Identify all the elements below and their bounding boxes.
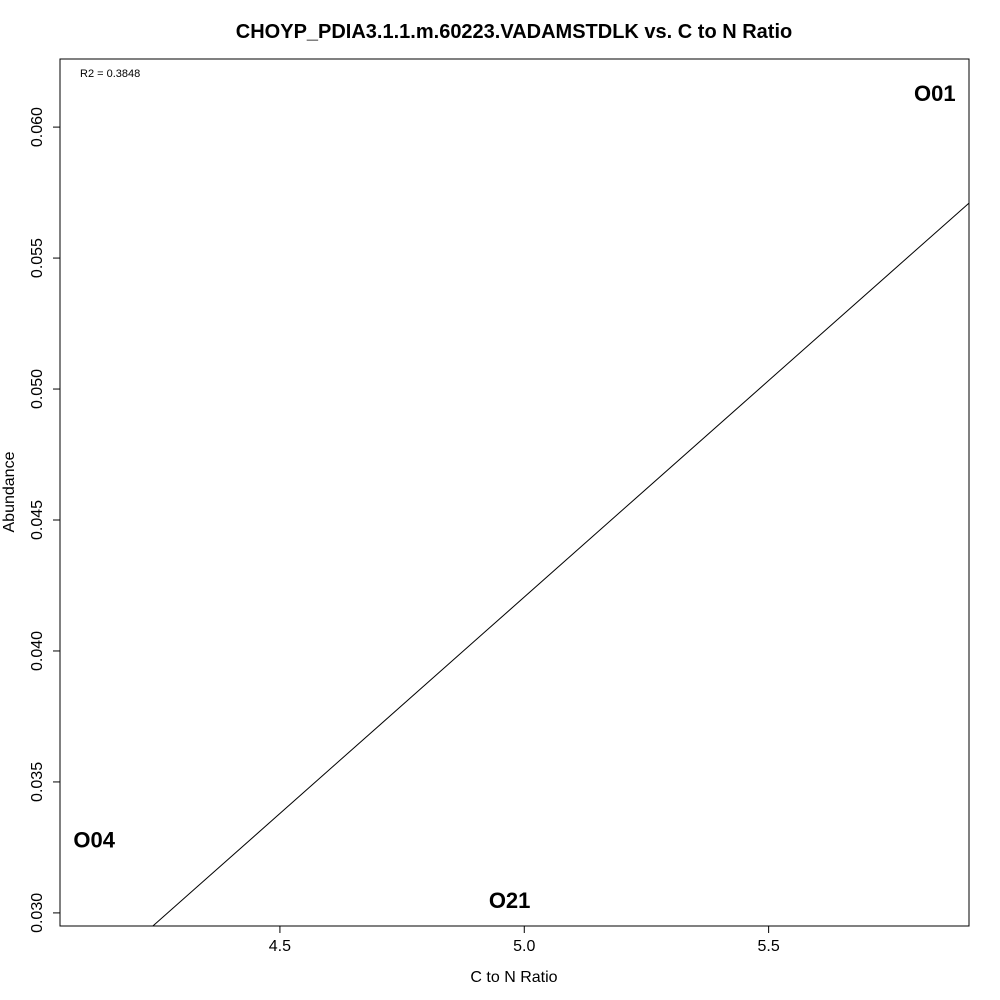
y-axis-label: Abundance (1, 451, 18, 532)
y-axis: 0.030 0.035 0.040 0.045 0.050 0.055 0.060 (29, 107, 60, 933)
y-tick-label: 0.040 (29, 631, 46, 671)
point-label: O21 (489, 888, 531, 913)
x-tick-label: 4.5 (269, 938, 291, 955)
point-label: O04 (73, 828, 115, 853)
x-axis-label: C to N Ratio (470, 969, 557, 986)
x-axis: 4.5 5.0 5.5 (269, 926, 780, 955)
chart-title: CHOYP_PDIA3.1.1.m.60223.VADAMSTDLK vs. C… (236, 21, 792, 43)
y-tick-label: 0.055 (29, 238, 46, 278)
y-tick-label: 0.050 (29, 369, 46, 409)
y-tick-label: 0.030 (29, 893, 46, 933)
r2-annotation: R2 = 0.3848 (80, 68, 140, 80)
regression-line (152, 202, 970, 927)
y-tick-label: 0.035 (29, 762, 46, 802)
x-tick-label: 5.5 (758, 938, 780, 955)
point-label: O01 (914, 81, 956, 106)
x-tick-label: 5.0 (513, 938, 535, 955)
y-tick-label: 0.060 (29, 107, 46, 147)
y-tick-label: 0.045 (29, 500, 46, 540)
point-labels: O01 O04 O21 (73, 81, 955, 913)
plot-frame (59, 58, 970, 927)
